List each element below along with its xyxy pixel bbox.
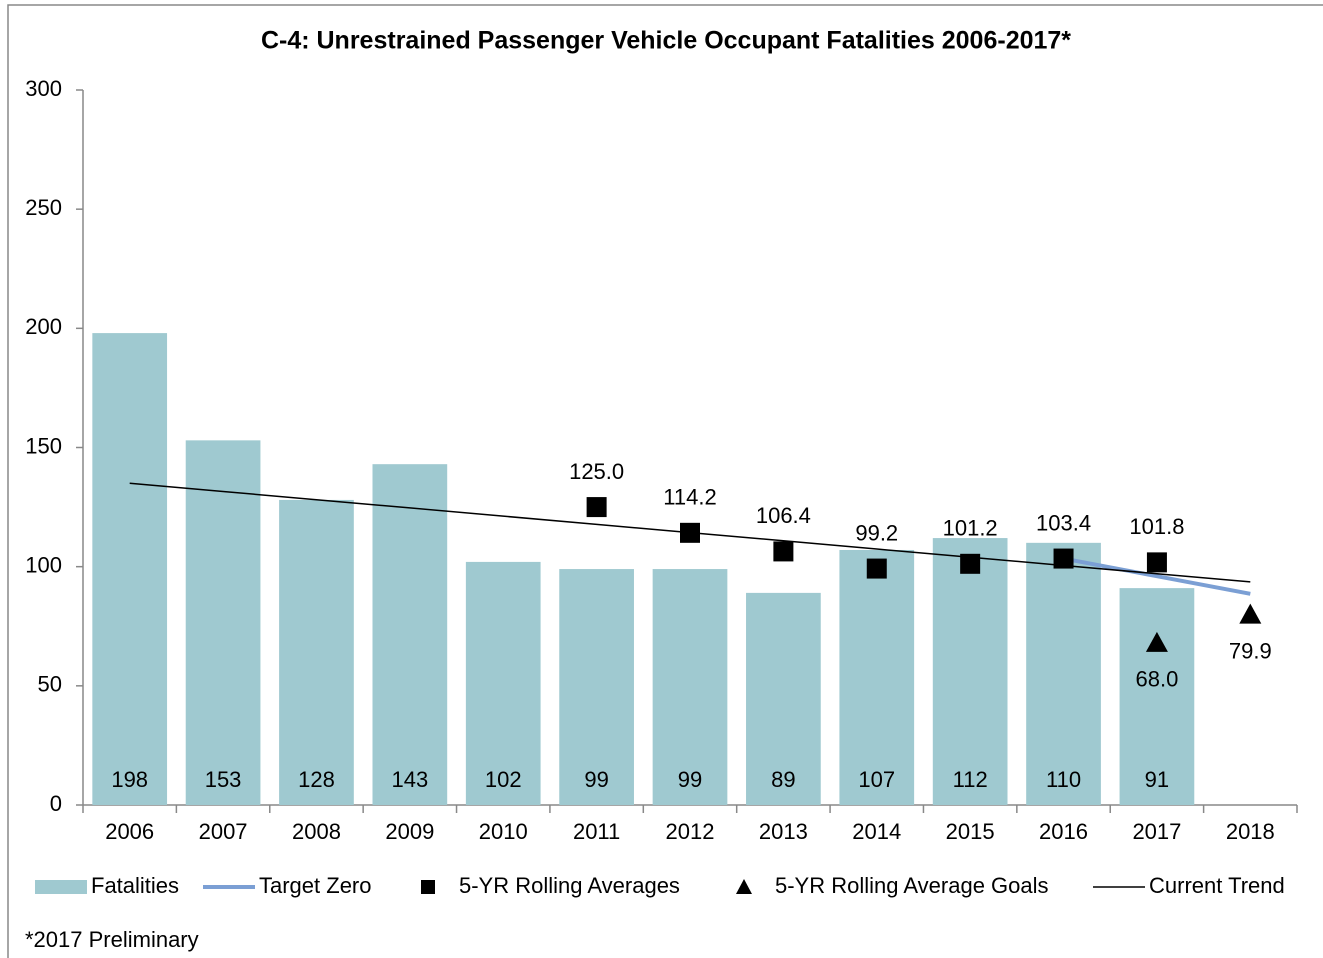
bar-label: 99 — [678, 767, 702, 792]
bar — [279, 499, 354, 805]
bar — [839, 549, 915, 805]
data-label: 101.2 — [943, 516, 998, 541]
x-tick-label: 2010 — [479, 819, 528, 844]
bar — [185, 440, 261, 805]
x-tick-label: 2007 — [199, 819, 248, 844]
x-tick-label: 2012 — [666, 819, 715, 844]
data-label: 125.0 — [569, 459, 624, 484]
marker — [773, 541, 794, 562]
bar — [746, 592, 821, 805]
bar — [559, 569, 634, 805]
y-tick-label: 250 — [25, 195, 62, 220]
x-tick-label: 2015 — [946, 819, 995, 844]
bar-label: 99 — [584, 767, 608, 792]
data-label: 68.0 — [1136, 667, 1179, 692]
x-tick-label: 2013 — [759, 819, 808, 844]
legend-label: 5-YR Rolling Averages — [459, 873, 680, 898]
footnote: *2017 Preliminary — [25, 927, 199, 952]
bar-label: 128 — [298, 767, 335, 792]
legend-swatch — [421, 880, 435, 894]
data-label: 101.8 — [1129, 514, 1184, 539]
data-label: 79.9 — [1229, 638, 1272, 663]
bar — [932, 538, 1008, 805]
legend-swatch — [35, 880, 87, 894]
bar — [92, 333, 168, 805]
data-label: 114.2 — [663, 485, 716, 510]
legend-label: 5-YR Rolling Average Goals — [775, 873, 1049, 898]
legend-label: Fatalities — [91, 873, 179, 898]
marker — [960, 553, 981, 574]
x-tick-label: 2016 — [1039, 819, 1088, 844]
legend-swatch — [736, 879, 752, 894]
y-tick-label: 0 — [50, 791, 62, 816]
y-tick-label: 50 — [38, 672, 62, 697]
marker — [1145, 631, 1168, 652]
marker — [586, 497, 607, 518]
legend-label: Current Trend — [1149, 873, 1285, 898]
legend-label: Target Zero — [259, 873, 372, 898]
bar-label: 102 — [485, 767, 522, 792]
marker — [1239, 603, 1262, 624]
data-label: 106.4 — [756, 503, 811, 528]
bar-label: 143 — [391, 767, 428, 792]
bar-label: 198 — [111, 767, 148, 792]
y-tick-label: 300 — [25, 76, 62, 101]
bar-label: 89 — [771, 767, 795, 792]
y-tick-label: 150 — [25, 433, 62, 458]
x-tick-label: 2017 — [1132, 819, 1181, 844]
x-tick-label: 2009 — [385, 819, 434, 844]
data-label: 103.4 — [1036, 510, 1091, 535]
chart-frame — [7, 4, 1323, 958]
bar — [1026, 542, 1101, 805]
marker — [1053, 548, 1074, 569]
bar-label: 91 — [1145, 767, 1169, 792]
x-tick-label: 2018 — [1226, 819, 1275, 844]
x-tick-label: 2006 — [105, 819, 154, 844]
bar-label: 110 — [1046, 767, 1081, 792]
y-tick-label: 100 — [25, 552, 62, 577]
bar-label: 153 — [205, 767, 242, 792]
x-tick-label: 2011 — [573, 819, 620, 844]
marker — [680, 522, 700, 543]
x-tick-label: 2014 — [852, 819, 901, 844]
bar-label: 107 — [858, 767, 895, 792]
data-label: 99.2 — [855, 520, 898, 545]
bar — [372, 464, 448, 805]
y-tick-label: 200 — [25, 314, 62, 339]
bar — [1119, 588, 1195, 805]
bar — [465, 561, 541, 805]
chart-title: C-4: Unrestrained Passenger Vehicle Occu… — [261, 27, 1071, 55]
x-tick-label: 2008 — [292, 819, 341, 844]
bar-label: 112 — [953, 767, 988, 792]
marker — [1146, 552, 1167, 573]
marker — [866, 558, 887, 579]
bar — [652, 569, 728, 805]
line — [1063, 556, 1251, 596]
